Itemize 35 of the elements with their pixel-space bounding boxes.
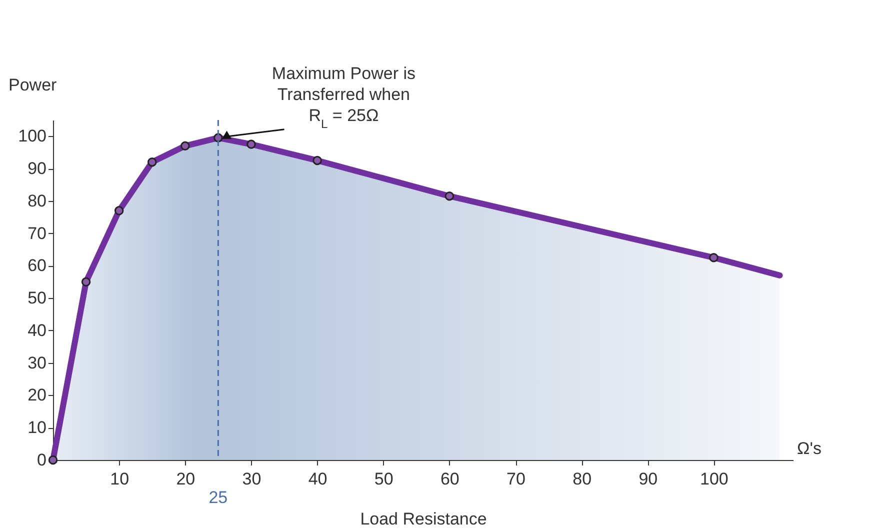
point	[246, 140, 256, 149]
y-tick-label: 80	[28, 191, 46, 210]
x-tick-label: 70	[506, 470, 526, 488]
x-tick-label: 40	[308, 470, 328, 488]
x-tick-label: 100	[700, 470, 728, 488]
point	[147, 157, 157, 167]
y-tick-label: 70	[28, 224, 46, 243]
point	[444, 191, 454, 201]
y-tick-label: 30	[28, 353, 46, 372]
x-tick-label: 60	[440, 470, 460, 488]
x-axis-title: Load Resistance	[360, 510, 487, 528]
point	[709, 253, 718, 262]
point	[312, 156, 322, 166]
y-tick-label: 60	[28, 256, 46, 276]
y-tick-label: 50	[28, 288, 46, 308]
ref-line-label: 25	[208, 488, 228, 507]
x-tick-label: 20	[176, 470, 196, 488]
point	[48, 455, 58, 465]
y-tick-label: 90	[28, 159, 46, 178]
y-tick-label: 10	[28, 418, 46, 438]
x-tick-label: 90	[638, 470, 658, 488]
point	[114, 206, 124, 216]
y-axis-title: Power	[8, 76, 58, 94]
x-tick-label: 50	[374, 470, 394, 488]
y-tick-label: 100	[18, 126, 46, 146]
x-tick-label: 80	[572, 470, 592, 488]
y-tick-label: 0	[37, 450, 46, 470]
annotation: Maximum Power is Transferred when R$_{L}$ = 25Ω	[272, 64, 416, 131]
point	[81, 277, 91, 287]
y-tick-label: 20	[28, 386, 46, 405]
y-tick-label: 40	[28, 320, 46, 340]
text: Ω's	[797, 439, 822, 458]
x-tick-label: 30	[242, 470, 262, 488]
x-tick-label: 10	[110, 470, 130, 488]
point	[180, 141, 190, 151]
